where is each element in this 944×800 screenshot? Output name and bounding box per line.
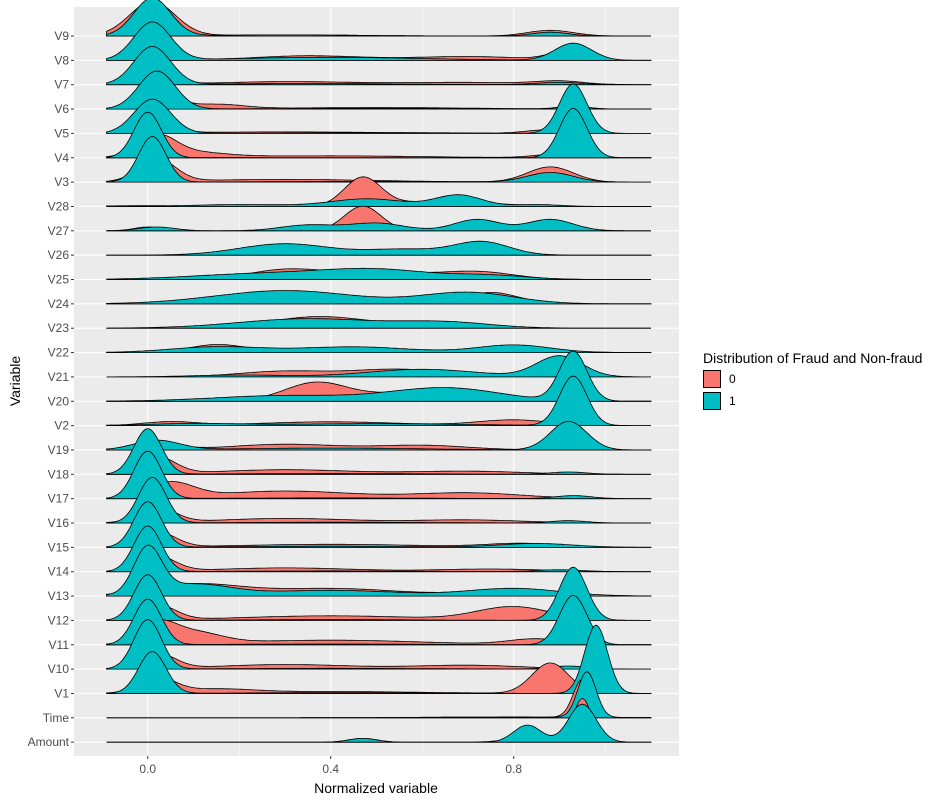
y-tick-V20: V20: [48, 394, 70, 408]
y-tick-V7: V7: [54, 78, 69, 92]
y-tick-V17: V17: [48, 492, 70, 506]
density-V26-fraud1: [106, 240, 652, 256]
y-tick-V22: V22: [48, 346, 70, 360]
ridge-V27: [106, 205, 651, 232]
y-tick-V13: V13: [48, 589, 70, 603]
y-tick-V11: V11: [49, 638, 70, 652]
y-tick-V15: V15: [48, 540, 70, 554]
y-tick-labels: V9 V8 V7 V6 V5 V4 V3 V28 V27 V26 V25 V24 V23 V22 V21 V2…: [28, 29, 74, 749]
x-tick-label: 0.4: [322, 762, 339, 776]
density-V3-fraud1: [106, 136, 651, 183]
legend-item-1: 1: [703, 392, 922, 410]
y-tick-V18: V18: [48, 467, 70, 481]
y-tick-V27: V27: [48, 224, 70, 238]
legend-key-0: [703, 370, 721, 388]
y-tick-V1: V1: [54, 686, 69, 700]
y-tick-V6: V6: [54, 102, 69, 116]
ridge-V23: [106, 316, 651, 329]
y-tick-Time: Time: [43, 711, 70, 725]
y-tick-V3: V3: [54, 175, 69, 189]
density-Amount-fraud1: [106, 703, 652, 743]
y-tick-V23: V23: [48, 321, 70, 335]
y-tick-V19: V19: [48, 443, 70, 457]
legend-label-1: 1: [729, 394, 736, 408]
ridge-V1: [106, 624, 652, 694]
density-V28-fraud1: [106, 194, 652, 207]
y-tick-Amount: Amount: [28, 735, 70, 749]
y-tick-V24: V24: [48, 297, 70, 311]
legend-item-0: 0: [703, 370, 922, 388]
legend-title: Distribution of Fraud and Non-fraud: [703, 350, 923, 366]
density-V12-fraud1: [106, 566, 651, 621]
legend-label-0: 0: [729, 372, 736, 386]
ridge-V26: [106, 240, 652, 256]
y-tick-V28: V28: [48, 199, 70, 213]
ridges: [106, 0, 652, 743]
ridge-Amount: [106, 698, 652, 743]
x-tick-labels: 0.0 0.4 0.8: [139, 756, 522, 776]
density-V1-fraud1: [106, 624, 652, 694]
y-tick-V16: V16: [48, 516, 70, 530]
density-V20-fraud1: [106, 350, 652, 402]
density-V25-fraud1: [106, 267, 651, 280]
density-V2-fraud1: [106, 375, 651, 426]
x-tick-label: 0.8: [505, 762, 522, 776]
density-V23-fraud1: [106, 318, 651, 329]
density-V22-fraud1: [106, 344, 652, 353]
ridge-V28: [106, 176, 652, 207]
y-axis-title: Variable: [7, 356, 23, 407]
y-tick-V21: V21: [48, 370, 70, 384]
x-axis-title: Normalized variable: [314, 780, 438, 796]
y-tick-V10: V10: [48, 662, 70, 676]
density-V24-fraud1: [106, 290, 652, 305]
legend: Distribution of Fraud and Non-fraud 0 1: [703, 350, 922, 410]
density-Time-fraud1: [106, 671, 652, 719]
y-tick-V14: V14: [48, 565, 70, 579]
density-V27-fraud1: [106, 218, 651, 232]
ridge-V21: [106, 355, 651, 378]
y-tick-V12: V12: [48, 613, 70, 627]
y-tick-V4: V4: [54, 151, 69, 165]
ridge-V22: [106, 344, 652, 353]
ridge-V3: [106, 136, 651, 183]
y-tick-V8: V8: [54, 53, 69, 67]
legend-key-1: [703, 392, 721, 410]
x-tick-label: 0.0: [139, 762, 156, 776]
ridge-Time: [106, 671, 652, 719]
y-tick-V9: V9: [54, 29, 69, 43]
y-tick-V2: V2: [54, 419, 69, 433]
y-tick-V25: V25: [48, 273, 70, 287]
ridge-V25: [106, 267, 651, 280]
density-V21-fraud1: [106, 355, 651, 378]
ridge-V24: [106, 290, 652, 305]
y-tick-V26: V26: [48, 248, 70, 262]
y-tick-V5: V5: [54, 126, 69, 140]
